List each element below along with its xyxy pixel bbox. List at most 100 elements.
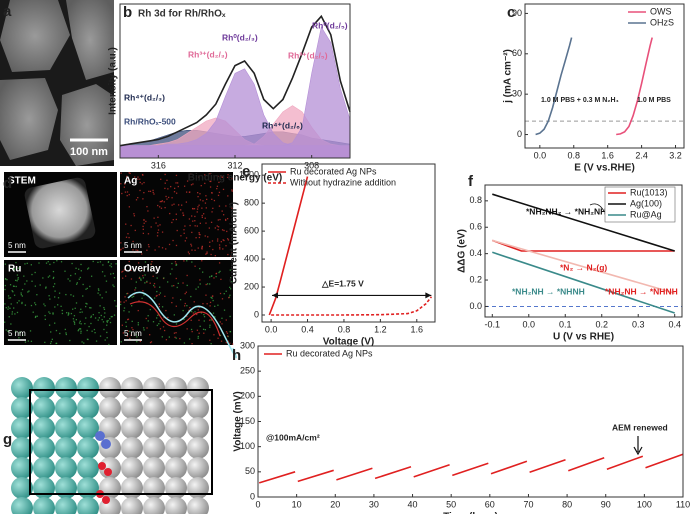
signal-dot (122, 247, 124, 249)
signal-dot (231, 189, 233, 191)
signal-dot (159, 320, 161, 322)
signal-dot (133, 215, 136, 217)
signal-dot (103, 306, 105, 309)
signal-dot (198, 176, 200, 178)
atom (55, 437, 77, 459)
data-line (492, 251, 675, 314)
signal-dot (207, 236, 209, 238)
signal-dot (51, 338, 53, 340)
signal-dot (223, 293, 225, 295)
signal-dot (196, 329, 199, 331)
signal-dot (219, 248, 221, 250)
y-tick-label: 0.8 (469, 195, 482, 205)
signal-dot (197, 309, 199, 311)
signal-dot (171, 268, 173, 270)
atomic-model (11, 377, 213, 514)
signal-dot (186, 304, 188, 307)
y-axis-label: ΔΔG (eV) (457, 229, 468, 273)
atom (121, 497, 143, 514)
signal-dot (127, 178, 129, 180)
signal-dot (30, 340, 33, 343)
signal-dot (199, 233, 201, 236)
x-tick-label: 0 (255, 499, 260, 509)
signal-dot (120, 248, 122, 250)
x-tick-label: 50 (446, 499, 456, 509)
signal-dot (132, 249, 134, 251)
signal-dot (206, 198, 208, 201)
signal-dot (141, 253, 143, 255)
signal-dot (221, 210, 223, 212)
signal-dot (13, 307, 15, 309)
atom (33, 457, 55, 479)
signal-dot (213, 277, 215, 279)
signal-dot (221, 229, 224, 231)
signal-dot (121, 277, 124, 279)
signal-dot (226, 332, 229, 334)
signal-dot (145, 220, 147, 223)
signal-dot (204, 174, 206, 176)
signal-dot (67, 312, 70, 314)
signal-dot (74, 307, 76, 309)
signal-dot (130, 305, 133, 307)
x-axis-label: U (V vs RHE) (553, 332, 614, 343)
y-tick-label: 0 (254, 309, 259, 319)
signal-dot (106, 320, 108, 322)
signal-dot (151, 260, 153, 263)
signal-dot (166, 198, 168, 200)
signal-dot (77, 330, 79, 332)
signal-dot (74, 273, 77, 275)
signal-dot (206, 283, 209, 285)
signal-dot (143, 222, 145, 224)
signal-dot (166, 179, 168, 181)
signal-dot (203, 315, 206, 318)
signal-dot (109, 321, 112, 324)
atom (143, 377, 165, 399)
signal-dot (137, 262, 140, 264)
annotation: Rh⁴⁺(d₂/₃) (124, 92, 165, 102)
annotation: Rh/RhOₓ-500 (124, 116, 176, 126)
signal-dot (19, 269, 21, 272)
signal-dot (142, 228, 144, 230)
signal-dot (45, 287, 47, 289)
signal-dot (109, 318, 111, 320)
signal-dot (201, 214, 203, 217)
signal-dot (187, 251, 190, 253)
signal-dot (113, 285, 115, 288)
signal-dot (52, 285, 55, 288)
signal-dot (24, 304, 27, 306)
signal-dot (161, 336, 163, 338)
signal-dot (48, 295, 50, 297)
signal-dot (225, 319, 227, 321)
signal-dot (125, 325, 128, 328)
legend-label: Ru@Ag (630, 209, 662, 219)
signal-dot (148, 190, 150, 193)
signal-dot (131, 296, 133, 298)
signal-dot (161, 247, 164, 249)
signal-dot (184, 240, 186, 242)
signal-dot (197, 335, 199, 338)
signal-dot (231, 178, 233, 180)
signal-dot (201, 207, 203, 209)
signal-dot (34, 271, 36, 274)
signal-dot (143, 181, 145, 184)
y-axis-label: Intensity (a.u.) (108, 47, 119, 115)
signal-dot (59, 332, 61, 335)
signal-dot (182, 214, 185, 216)
signal-dot (122, 270, 124, 273)
annotation: 1.0 M PBS (637, 97, 671, 104)
signal-dot (147, 210, 149, 212)
signal-dot (123, 307, 126, 309)
signal-dot (146, 281, 148, 283)
signal-dot (8, 297, 10, 299)
signal-dot (188, 253, 190, 255)
signal-dot (211, 211, 213, 213)
signal-dot (149, 282, 151, 284)
signal-dot (34, 315, 37, 318)
signal-dot (174, 261, 177, 263)
signal-dot (137, 309, 139, 312)
signal-dot (57, 297, 60, 299)
x-tick-label: 2.4 (635, 150, 648, 160)
signal-dot (73, 315, 76, 317)
signal-dot (204, 328, 207, 331)
signal-dot (113, 314, 116, 316)
